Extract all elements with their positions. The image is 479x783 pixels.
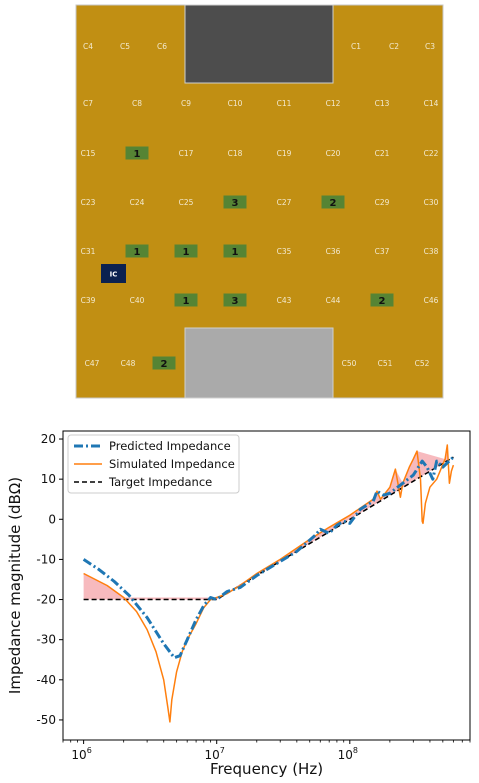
y-tick-label: 10 [41,472,56,486]
cap-slot-label: C25 [179,198,194,207]
x-tick-exponent: 7 [220,746,225,755]
placed-capacitor [223,244,247,258]
legend-entry: Target Impedance [108,475,212,489]
y-tick-label: 20 [41,432,56,446]
cap-slot-label: C10 [228,99,243,108]
cap-slot-label: C47 [85,359,100,368]
cap-slot-label: C12 [326,99,341,108]
cap-slot-label: C3 [425,42,435,51]
pcb-board-diagram: C1 C2 C3 C4 C5 C6 C7 C8 C9 C10 C11 C12 C13 C14 C15 1 C17… [75,4,444,399]
x-tick-label: 108 [338,746,358,762]
cap-slot-label: C6 [157,42,167,51]
x-tick-base: 10 [338,748,353,762]
placed-capacitor-type: 3 [232,296,239,307]
cap-slot-label: C39 [81,296,96,305]
placed-capacitor [125,146,149,160]
cap-slot-label: C20 [326,149,341,158]
cap-slot-label: C11 [277,99,292,108]
y-tick-label: -30 [36,633,56,647]
placed-capacitor-type: 1 [183,296,190,307]
x-tick-exponent: 8 [353,746,358,755]
placed-capacitor-type: 1 [183,247,190,258]
cap-slot-label: C51 [378,359,393,368]
cap-slot-label: C8 [132,99,142,108]
cap-slot-label: C27 [277,198,292,207]
cap-slot-label: C38 [424,247,439,256]
placed-capacitor-type: 2 [330,198,337,209]
cap-slot-label: C29 [375,198,390,207]
cap-slot-label: C4 [83,42,93,51]
cap-slot-label: C48 [121,359,136,368]
placed-capacitor [223,293,247,307]
legend-entry: Simulated Impedance [109,457,235,471]
cap-slot-label: C52 [415,359,430,368]
cap-slot-label: C14 [424,99,439,108]
ic-chip [101,264,126,283]
series-line-simulated-impedance [83,444,455,723]
cap-slot-label: C19 [277,149,292,158]
series-line-predicted-impedance [82,456,455,660]
cap-slot-label: C18 [228,149,243,158]
cap-slot-label: C46 [424,296,439,305]
placed-capacitor [125,244,149,258]
placed-capacitor [223,195,247,209]
placed-capacitor-type: 3 [232,198,239,209]
top-port-region [184,4,334,84]
cap-slot-label: C2 [389,42,399,51]
placed-capacitor [321,195,345,209]
placed-capacitor-type: 1 [134,247,141,258]
placed-capacitor [152,356,176,370]
y-tick-label: 0 [48,512,56,526]
ic-label: IC [110,271,118,279]
cap-slot-label: C1 [351,42,361,51]
placed-capacitor [370,293,394,307]
cap-slot-label: C15 [81,149,96,158]
cap-slot-label: C23 [81,198,96,207]
cap-slot-label: C5 [120,42,130,51]
x-tick-base: 10 [205,748,220,762]
legend-entry: Predicted Impedance [109,439,231,453]
cap-slot-label: C7 [83,99,93,108]
x-tick-base: 10 [71,748,86,762]
legend-box [67,434,240,494]
cap-slot-label: C13 [375,99,390,108]
x-tick-label: 106 [71,746,91,762]
x-axis-label: Frequency (Hz) [210,760,323,778]
cap-slot-label: C30 [424,198,439,207]
y-axis-label: Impedance magnitude (dBΩ) [6,477,24,694]
plot-frame [62,430,471,741]
cap-slot-label: C22 [424,149,439,158]
x-tick-label: 107 [205,746,225,762]
placed-capacitor-type: 2 [161,359,168,370]
cap-slot-label: C50 [342,359,357,368]
placed-capacitor-type: 1 [232,247,239,258]
cap-slot-label: C36 [326,247,341,256]
cap-slot-label: C40 [130,296,145,305]
placed-capacitor [174,244,198,258]
placed-capacitor-type: 1 [134,149,141,160]
placed-capacitor [174,293,198,307]
bottom-port-region [184,327,334,399]
y-tick-label: -20 [36,593,56,607]
x-tick-exponent: 6 [87,746,92,755]
cap-slot-label: C31 [81,247,96,256]
y-tick-label: -40 [36,673,56,687]
cap-slot-label: C35 [277,247,292,256]
cap-slot-label: C21 [375,149,390,158]
cap-slot-label: C24 [130,198,145,207]
placed-capacitor-type: 2 [379,296,386,307]
cap-slot-label: C37 [375,247,390,256]
cap-slot-label: C9 [181,99,191,108]
series-line-target-impedance [83,456,454,601]
y-tick-label: -10 [36,552,56,566]
cap-slot-label: C17 [179,149,194,158]
cap-slot-label: C44 [326,296,341,305]
y-tick-label: -50 [36,713,56,727]
cap-slot-label: C43 [277,296,292,305]
